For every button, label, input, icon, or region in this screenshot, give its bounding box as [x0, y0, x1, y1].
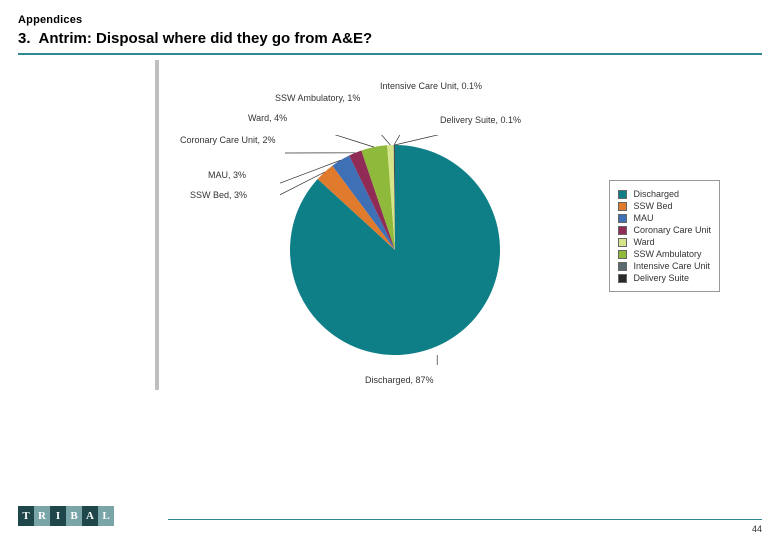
legend-label: Delivery Suite: [633, 273, 689, 283]
legend-item-ssw-ambulatory: SSW Ambulatory: [618, 249, 711, 259]
logo-letter: A: [82, 506, 98, 526]
header-rule: [18, 53, 762, 55]
legend-label: Coronary Care Unit: [633, 225, 711, 235]
logo-letter: B: [66, 506, 82, 526]
legend-swatch: [618, 202, 627, 211]
label-ccu: Coronary Care Unit, 2%: [180, 135, 276, 145]
legend-swatch: [618, 190, 627, 199]
logo-letter: R: [34, 506, 50, 526]
label-delivery: Delivery Suite, 0.1%: [440, 115, 521, 125]
footer-rule: [168, 519, 762, 520]
logo-letter: I: [50, 506, 66, 526]
chart-zone: Discharged, 87% SSW Bed, 3% MAU, 3% Coro…: [170, 75, 720, 395]
legend-swatch: [618, 214, 627, 223]
page-title: Antrim: Disposal where did they go from …: [39, 30, 373, 47]
legend-item-discharged: Discharged: [618, 189, 711, 199]
legend-item-intensive-care-unit: Intensive Care Unit: [618, 261, 711, 271]
legend-item-mau: MAU: [618, 213, 711, 223]
tribal-logo: TRIBAL: [18, 506, 114, 526]
legend: Discharged SSW Bed MAU Coronary Care Unit Wa…: [609, 180, 720, 292]
legend-item-coronary-care-unit: Coronary Care Unit: [618, 225, 711, 235]
logo-letter: T: [18, 506, 34, 526]
left-accent-bar: [155, 60, 159, 390]
legend-item-ssw-bed: SSW Bed: [618, 201, 711, 211]
appendices-label: Appendices: [18, 14, 762, 26]
title-row: 3. Antrim: Disposal where did they go fr…: [18, 30, 762, 47]
section-number: 3.: [18, 30, 31, 47]
label-ssw-amb: SSW Ambulatory, 1%: [275, 93, 360, 103]
legend-label: MAU: [633, 213, 653, 223]
legend-label: Discharged: [633, 189, 679, 199]
label-mau: MAU, 3%: [208, 170, 246, 180]
label-icu: Intensive Care Unit, 0.1%: [380, 81, 482, 91]
logo-letter: L: [98, 506, 114, 526]
page: Appendices 3. Antrim: Disposal where did…: [0, 0, 780, 540]
legend-swatch: [618, 226, 627, 235]
label-ward: Ward, 4%: [248, 113, 287, 123]
pie-svg: [280, 135, 510, 365]
legend-item-ward: Ward: [618, 237, 711, 247]
legend-label: SSW Bed: [633, 201, 672, 211]
legend-label: SSW Ambulatory: [633, 249, 701, 259]
label-ssw-bed: SSW Bed, 3%: [190, 190, 247, 200]
legend-swatch: [618, 238, 627, 247]
legend-swatch: [618, 262, 627, 271]
page-number: 44: [752, 524, 762, 534]
legend-label: Ward: [633, 237, 654, 247]
legend-label: Intensive Care Unit: [633, 261, 710, 271]
label-discharged: Discharged, 87%: [365, 375, 434, 385]
legend-item-delivery-suite: Delivery Suite: [618, 273, 711, 283]
pie-chart: [280, 135, 510, 365]
legend-swatch: [618, 250, 627, 259]
footer: TRIBAL: [18, 519, 762, 520]
legend-swatch: [618, 274, 627, 283]
